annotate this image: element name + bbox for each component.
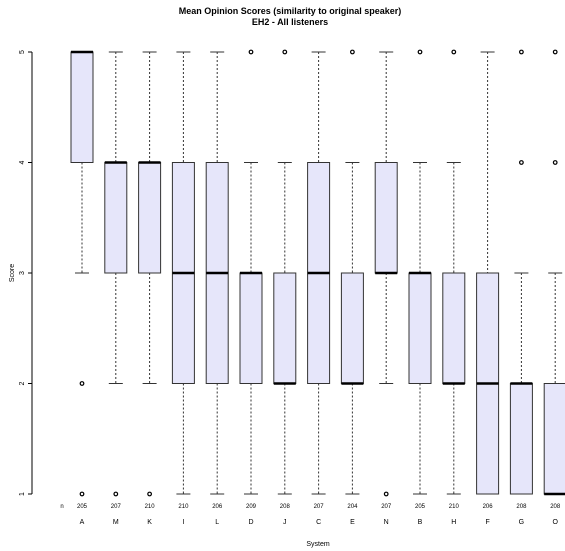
- y-tick-label: 4: [19, 160, 26, 164]
- x-tick-label-N: N: [384, 519, 389, 526]
- iqr-box: [104, 162, 128, 274]
- x-tick-label-J: J: [283, 519, 287, 526]
- n-count-M: 207: [111, 504, 122, 510]
- x-tick-label-F: F: [485, 519, 489, 526]
- n-count-L: 206: [212, 504, 223, 510]
- n-count-labels: 205 207 210 210 206 209 208 207 204 207 205 210 206 2…: [77, 504, 561, 510]
- outlier-point: [79, 381, 85, 386]
- n-count-J: 208: [280, 504, 291, 510]
- n-count-D: 209: [246, 504, 257, 510]
- box-G: [509, 49, 533, 495]
- outlier-point: [552, 49, 558, 55]
- box-N: [374, 51, 398, 497]
- iqr-box: [70, 51, 94, 163]
- outlier-point: [519, 49, 524, 55]
- y-tick-label: 1: [19, 492, 26, 496]
- box-L: [205, 51, 229, 495]
- box-series: [70, 49, 565, 497]
- box-A: [70, 50, 94, 497]
- iqr-box: [273, 272, 297, 384]
- outlier-point: [552, 160, 558, 165]
- y-axis-ticks: 1 2 3 4 5: [19, 50, 32, 496]
- iqr-box: [509, 383, 533, 495]
- n-count-N: 207: [381, 504, 392, 510]
- x-tick-label-K: K: [147, 519, 152, 526]
- chart-subtitle: EH2 - All listeners: [252, 17, 328, 27]
- x-tick-label-B: B: [418, 519, 423, 526]
- x-tick-label-O: O: [552, 519, 558, 526]
- n-count-F: 206: [483, 504, 494, 510]
- n-row-label: n: [60, 504, 63, 510]
- n-count-A: 205: [77, 504, 88, 510]
- outlier-point: [519, 160, 524, 165]
- x-tick-label-G: G: [519, 519, 524, 526]
- y-tick-label: 5: [19, 50, 26, 54]
- x-tick-label-M: M: [113, 519, 119, 526]
- n-count-O: 208: [550, 504, 561, 510]
- x-tick-label-H: H: [451, 519, 456, 526]
- box-D: [239, 49, 263, 495]
- box-I: [171, 51, 195, 495]
- n-count-I: 210: [178, 504, 189, 510]
- outlier-point: [147, 491, 153, 497]
- iqr-box: [138, 162, 162, 274]
- box-B: [408, 49, 432, 495]
- x-tick-label-A: A: [80, 519, 85, 526]
- box-C: [307, 51, 331, 495]
- box-M: [104, 51, 128, 497]
- iqr-box: [374, 162, 398, 274]
- n-count-H: 210: [449, 504, 460, 510]
- x-tick-label-C: C: [316, 519, 321, 526]
- n-count-B: 205: [415, 504, 426, 510]
- box-F: [476, 51, 500, 495]
- y-axis-label: Score: [9, 264, 16, 282]
- iqr-box: [408, 272, 432, 384]
- iqr-box: [442, 272, 466, 384]
- x-tick-label-E: E: [350, 519, 355, 526]
- box-E: [340, 49, 364, 495]
- y-tick-label: 2: [19, 381, 26, 385]
- box-J: [273, 49, 297, 495]
- n-count-G: 208: [516, 504, 527, 510]
- outlier-point: [282, 49, 288, 55]
- x-axis-label: System: [306, 541, 330, 548]
- iqr-box: [340, 272, 364, 384]
- y-tick-label: 3: [19, 271, 26, 275]
- x-tick-label-D: D: [248, 519, 253, 526]
- x-tick-label-I: I: [182, 519, 184, 526]
- chart-title: Mean Opinion Scores (similarity to origi…: [179, 6, 402, 16]
- n-count-C: 207: [314, 504, 325, 510]
- box-K: [138, 51, 162, 497]
- box-H: [442, 49, 466, 495]
- outlier-point: [113, 491, 119, 497]
- outlier-point: [350, 49, 355, 55]
- outlier-point: [451, 49, 457, 55]
- n-count-E: 204: [347, 504, 358, 510]
- x-tick-label-L: L: [215, 519, 219, 526]
- outlier-point: [417, 49, 423, 55]
- iqr-box: [543, 383, 565, 495]
- box-O: [543, 49, 565, 496]
- outlier-point: [79, 491, 85, 497]
- outlier-point: [248, 49, 254, 55]
- iqr-box: [239, 272, 263, 384]
- n-count-K: 210: [145, 504, 156, 510]
- outlier-point: [383, 491, 389, 497]
